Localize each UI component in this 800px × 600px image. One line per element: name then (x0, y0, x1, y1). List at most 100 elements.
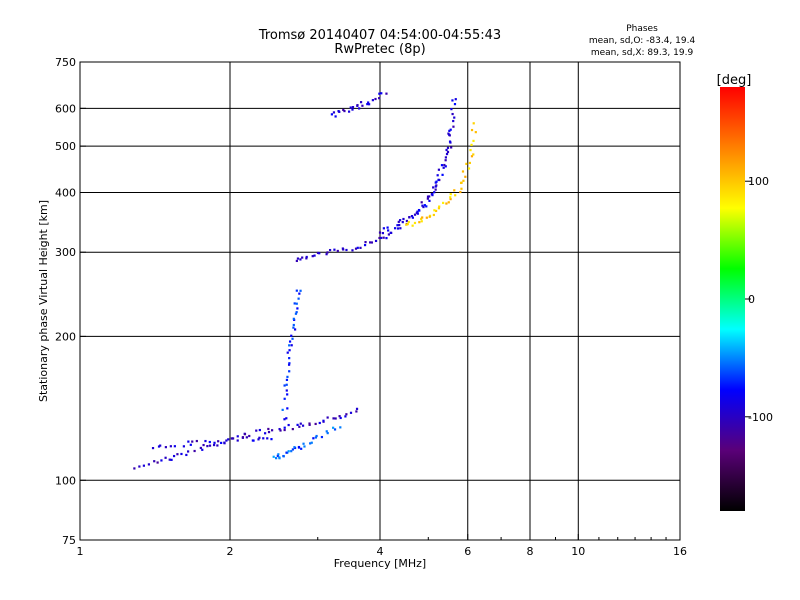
data-point (444, 159, 447, 162)
data-point (288, 357, 291, 360)
data-point (202, 443, 205, 447)
data-point (437, 178, 440, 181)
data-point (315, 434, 318, 438)
data-point (428, 199, 431, 202)
data-point (387, 233, 390, 236)
data-point (437, 207, 441, 210)
data-point (298, 292, 301, 295)
data-point (333, 248, 336, 251)
data-point (291, 337, 294, 340)
data-point (160, 459, 163, 462)
data-point (283, 397, 286, 400)
data-point (276, 454, 279, 457)
data-point (236, 439, 239, 442)
data-point (187, 440, 190, 443)
data-point (435, 180, 438, 183)
data-point (164, 446, 167, 449)
data-point (465, 162, 468, 165)
data-point (295, 259, 298, 263)
data-point (191, 440, 194, 443)
data-point (305, 257, 308, 260)
data-point (393, 227, 397, 230)
data-point (309, 442, 312, 445)
data-point (460, 181, 463, 184)
data-point (232, 437, 235, 440)
data-point (301, 256, 304, 259)
data-point (351, 249, 354, 252)
data-point (385, 92, 388, 95)
data-point (374, 239, 378, 243)
data-point (216, 444, 219, 447)
data-point (431, 193, 434, 196)
data-point (286, 393, 289, 396)
data-point (217, 440, 220, 443)
data-point (213, 441, 216, 444)
data-point (286, 351, 289, 354)
data-point (295, 311, 298, 314)
data-point (357, 107, 361, 110)
data-point (349, 106, 352, 109)
data-point (312, 437, 315, 440)
data-point (283, 428, 286, 432)
data-point (303, 445, 306, 448)
data-point (449, 198, 452, 201)
data-point (258, 428, 261, 432)
data-point (378, 231, 382, 234)
data-point (378, 236, 381, 240)
data-point (322, 419, 325, 422)
data-point (308, 423, 311, 426)
data-point (147, 463, 151, 466)
chart-title: Tromsø 20140407 04:54:00-04:55:43 (258, 28, 501, 43)
data-point (278, 456, 281, 459)
data-point (257, 438, 260, 441)
data-point (287, 423, 290, 427)
data-point (275, 457, 278, 460)
data-point (227, 438, 230, 441)
data-point (279, 429, 282, 432)
data-point (425, 216, 428, 219)
data-point (293, 328, 297, 331)
data-point (453, 189, 456, 192)
data-point (328, 248, 332, 252)
data-point (290, 450, 293, 453)
data-point (438, 205, 441, 208)
data-point (297, 297, 300, 300)
data-point (297, 446, 301, 449)
data-point (296, 307, 299, 310)
data-point (401, 220, 404, 224)
data-point (270, 429, 274, 432)
data-point (287, 363, 291, 366)
data-point (318, 421, 321, 425)
data-point (470, 128, 474, 132)
data-point (195, 439, 198, 443)
data-point (467, 167, 471, 170)
data-point (301, 424, 305, 427)
data-point (356, 104, 359, 107)
data-point (325, 430, 328, 433)
data-point (291, 427, 294, 431)
grid (80, 62, 680, 540)
data-point (288, 340, 292, 343)
data-point (460, 187, 463, 190)
data-point (164, 456, 167, 459)
data-point (470, 143, 473, 146)
data-point (334, 417, 337, 420)
data-point (378, 92, 381, 95)
data-point (332, 426, 335, 429)
data-point (382, 227, 385, 230)
data-point (138, 465, 141, 468)
data-point (453, 103, 457, 106)
data-point (267, 430, 271, 434)
data-point (310, 441, 313, 444)
data-point (370, 241, 374, 244)
data-point (339, 426, 342, 429)
data-point (472, 122, 475, 125)
data-point (343, 109, 346, 113)
data-point (206, 445, 209, 448)
data-point (449, 193, 452, 196)
data-point (449, 196, 452, 199)
data-point (387, 229, 390, 232)
y-tick-label: 75 (62, 534, 76, 547)
data-point (367, 101, 370, 104)
data-point (468, 161, 471, 165)
